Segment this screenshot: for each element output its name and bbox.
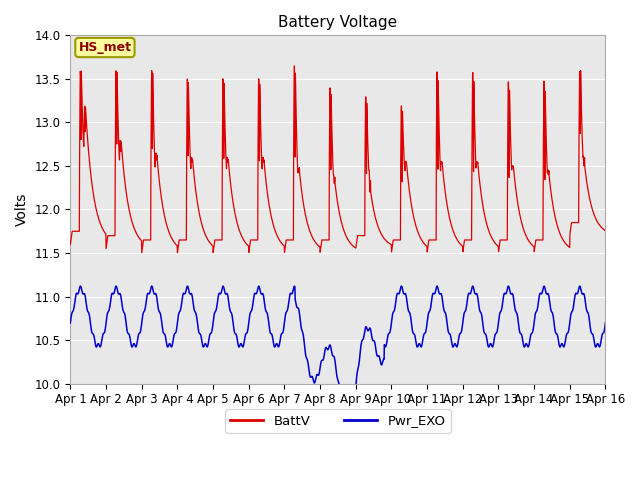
Legend: BattV, Pwr_EXO: BattV, Pwr_EXO: [225, 409, 451, 433]
Y-axis label: Volts: Volts: [15, 193, 29, 226]
Text: HS_met: HS_met: [79, 41, 131, 54]
Title: Battery Voltage: Battery Voltage: [278, 15, 397, 30]
